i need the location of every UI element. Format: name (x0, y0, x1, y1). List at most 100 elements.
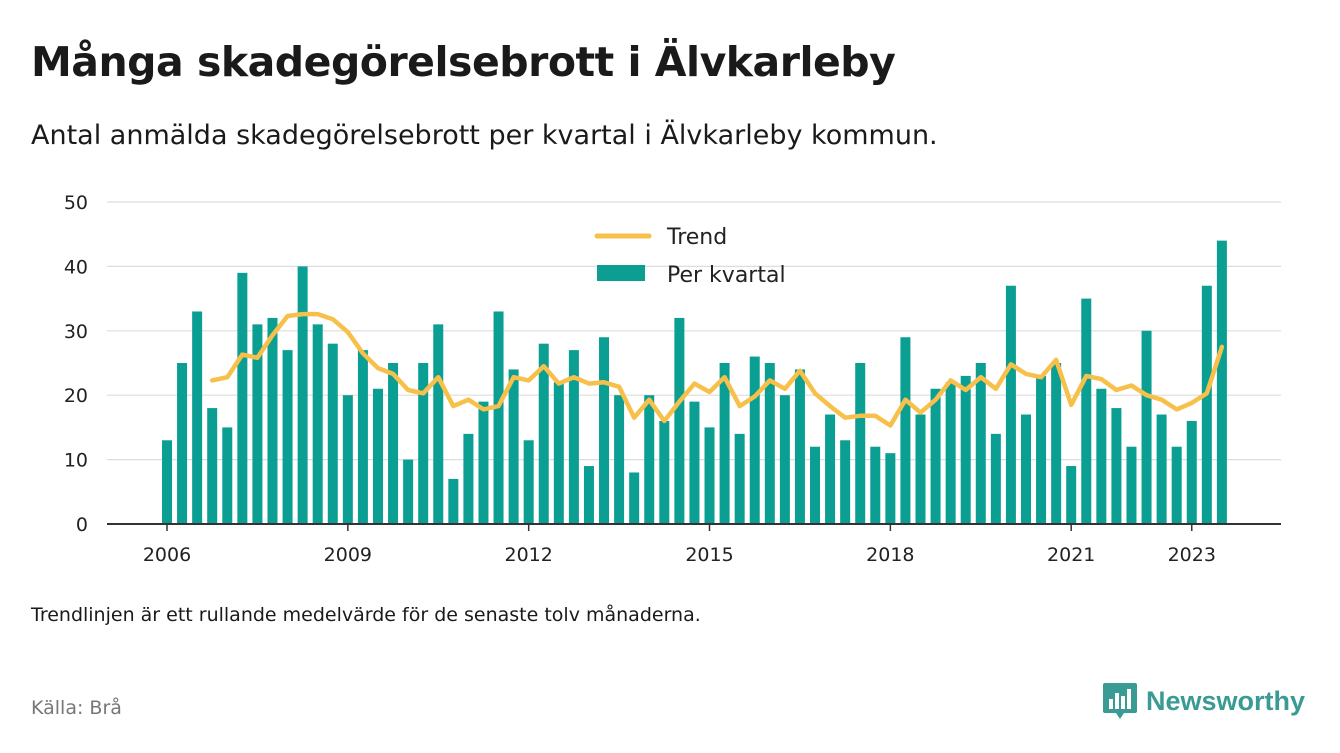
bar (418, 363, 429, 524)
y-tick-label: 40 (64, 256, 88, 278)
x-tick-label: 2015 (685, 544, 733, 566)
x-tick-label: 2012 (505, 544, 553, 566)
bar (915, 414, 926, 524)
bar (734, 433, 745, 524)
bar (975, 363, 986, 524)
chart-title: Många skadegörelsebrott i Älvkarleby (31, 38, 896, 86)
bar (162, 440, 172, 524)
bar (508, 369, 519, 524)
bar (764, 363, 775, 524)
bar (222, 427, 233, 524)
y-axis-labels: 0 10 20 30 40 50 (64, 192, 88, 536)
x-axis (107, 523, 1281, 531)
bar (312, 324, 323, 524)
legend: Trend Per kvartal (594, 225, 786, 288)
bar (433, 324, 444, 524)
y-tick-label: 20 (64, 385, 88, 407)
x-tick-label: 2006 (143, 544, 191, 566)
bar (252, 324, 263, 524)
y-tick-label: 30 (64, 321, 88, 343)
bar (1156, 414, 1167, 524)
bar-series (162, 240, 1227, 524)
bar (825, 414, 836, 524)
trend-footnote: Trendlinjen är ett rullande medelvärde f… (31, 604, 701, 626)
bar (1186, 420, 1197, 524)
y-tick-label: 0 (76, 514, 88, 536)
bar (599, 337, 610, 524)
bar (1036, 375, 1047, 524)
bar (689, 401, 700, 524)
x-tick-label: 2021 (1047, 544, 1095, 566)
bar-chart: 0 10 20 30 40 50 2006 2009 2012 2015 2018 2021 2023… (64, 192, 1281, 566)
bar (1096, 388, 1107, 524)
bar (568, 350, 579, 524)
bar (960, 375, 971, 524)
bar (478, 401, 489, 524)
bar (1201, 285, 1212, 524)
bar (297, 266, 308, 524)
bar (523, 440, 534, 524)
bar (794, 369, 805, 524)
x-axis-labels: 2006 2009 2012 2015 2018 2021 2023 (143, 544, 1216, 566)
bar (372, 388, 383, 524)
bar (388, 363, 399, 524)
brand-name: Newsworthy (1146, 685, 1306, 716)
chart-subtitle: Antal anmälda skadegörelsebrott per kvar… (31, 120, 938, 151)
y-tick-label: 10 (64, 450, 88, 472)
source-label: Källa: Brå (31, 697, 122, 719)
legend-trend-label: Trend (666, 225, 727, 250)
bar (207, 408, 218, 524)
bar (900, 337, 911, 524)
bar (870, 446, 881, 524)
bar (1126, 446, 1137, 524)
x-tick-label: 2009 (324, 544, 372, 566)
bar (1066, 466, 1077, 524)
bar (342, 395, 353, 524)
bar (403, 459, 414, 524)
legend-bar-swatch (597, 265, 645, 281)
legend-bar-label: Per kvartal (667, 263, 786, 288)
bar (1111, 408, 1122, 524)
bar (990, 433, 1001, 524)
bar (930, 388, 941, 524)
bar (1005, 285, 1016, 524)
bar (945, 382, 956, 524)
bar (553, 382, 564, 524)
bar (583, 466, 594, 524)
bar (493, 311, 504, 524)
bar (237, 272, 248, 524)
brand-logo: Newsworthy (1102, 681, 1305, 721)
bar (282, 350, 293, 524)
bar (614, 395, 625, 524)
bar (538, 343, 549, 524)
bar (192, 311, 203, 524)
bar (779, 395, 790, 524)
trend-line (209, 311, 1225, 428)
bar (840, 440, 851, 524)
bar (659, 420, 670, 524)
bar (644, 395, 655, 524)
bar (704, 427, 715, 524)
bar (674, 317, 685, 524)
bar (1216, 240, 1227, 524)
bar (1141, 330, 1152, 524)
bar (1051, 363, 1062, 524)
bar (177, 363, 188, 524)
bar (1171, 446, 1182, 524)
bar (327, 343, 338, 524)
bar (1081, 298, 1092, 524)
bar (719, 363, 730, 524)
bar (357, 350, 368, 524)
bar (855, 363, 866, 524)
bar (1020, 414, 1031, 524)
bar (810, 446, 821, 524)
x-tick-label: 2023 (1168, 544, 1216, 566)
bar (749, 356, 760, 524)
bar (885, 453, 896, 524)
x-tick-label: 2018 (866, 544, 914, 566)
newsworthy-bar-chart-icon (1103, 683, 1137, 719)
bar (463, 433, 474, 524)
bar (267, 317, 278, 524)
trend-series (209, 311, 1225, 428)
bar (448, 478, 459, 524)
